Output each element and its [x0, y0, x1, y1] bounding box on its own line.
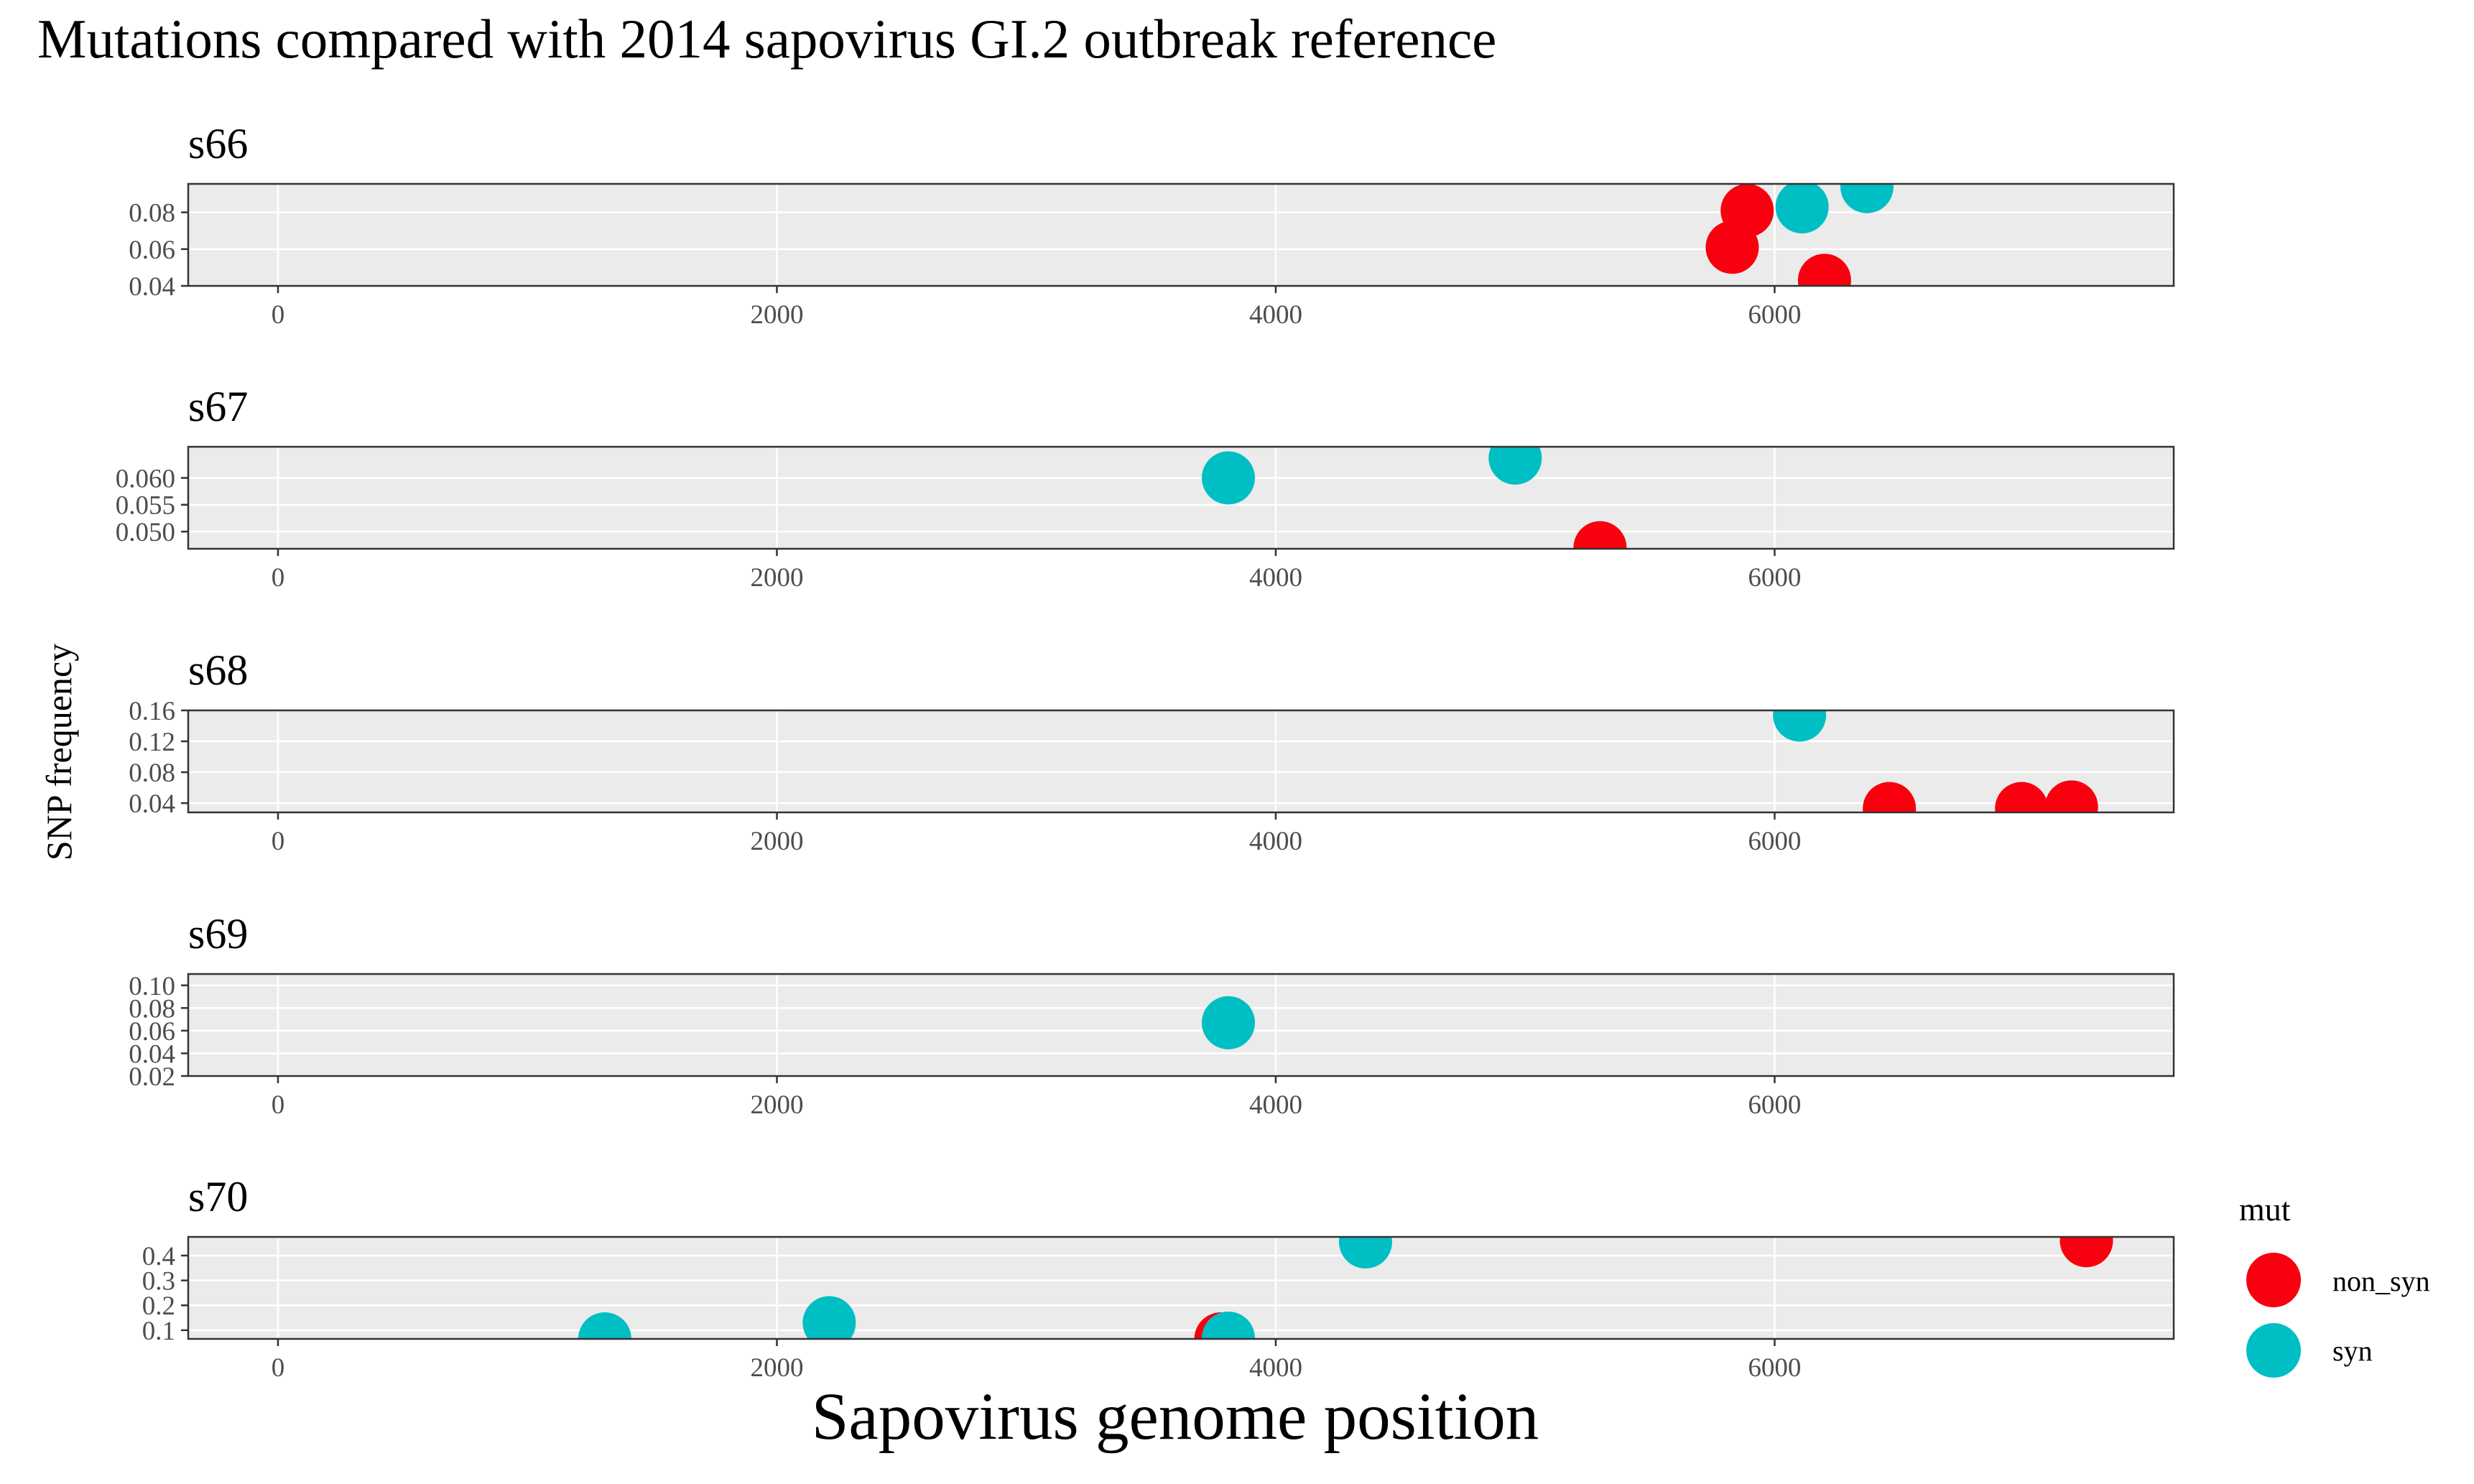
panel-s68: s68 0 2000 4000 6000 0.040.080.120.16 — [129, 646, 2175, 856]
point-non-syn — [1573, 521, 1627, 549]
y-tick-label: 0.12 — [129, 728, 175, 757]
legend: mut non_syn syn — [2239, 1191, 2430, 1378]
point-non-syn — [1720, 184, 1774, 238]
legend-swatch-syn — [2246, 1323, 2301, 1378]
y-tick-label: 0.050 — [116, 518, 175, 547]
legend-label-syn: syn — [2332, 1335, 2373, 1367]
y-tick-label: 0.16 — [129, 697, 175, 726]
panel-border — [187, 1235, 2175, 1340]
y-tick-label: 0.04 — [129, 1039, 175, 1069]
panel-background — [188, 1237, 2174, 1339]
y-tick-label: 0.1 — [142, 1317, 175, 1346]
panel-border — [187, 182, 2175, 287]
y-tick-label: 0.06 — [129, 236, 175, 265]
point-syn — [1201, 996, 1255, 1049]
y-tick-label: 0.2 — [142, 1291, 175, 1321]
point-syn — [578, 1312, 631, 1339]
legend-title: mut — [2239, 1191, 2291, 1228]
x-tick-label: 2000 — [750, 1353, 803, 1383]
y-axis-label: SNP frequency — [39, 644, 79, 861]
point-syn — [1773, 710, 1827, 742]
x-tick-label: 6000 — [1748, 563, 1801, 593]
point-syn — [1840, 184, 1894, 213]
point-non-syn — [2060, 1237, 2113, 1268]
panel-background — [188, 447, 2174, 549]
legend-swatch-non-syn — [2246, 1253, 2301, 1307]
panel-border — [187, 445, 2175, 550]
panel-gridlines — [188, 974, 2174, 1076]
x-tick-label: 2000 — [750, 563, 803, 593]
x-tick-label: 0 — [272, 563, 285, 593]
panel-s69: s69 0 2000 4000 6000 0.020.040.060.080.10 — [129, 910, 2175, 1120]
x-axis-label: Sapovirus genome position — [812, 1380, 1539, 1454]
point-syn — [1775, 184, 1829, 233]
point-non-syn — [2044, 780, 2098, 812]
point-non-syn — [1863, 782, 1917, 812]
x-tick-label: 4000 — [1249, 827, 1302, 856]
y-tick-label: 0.10 — [129, 972, 175, 1001]
panel-gridlines — [188, 447, 2174, 549]
x-tick-label: 2000 — [750, 300, 803, 330]
x-tick-label: 0 — [272, 827, 285, 856]
y-tick-label: 0.08 — [129, 759, 175, 788]
point-syn — [1201, 1311, 1255, 1339]
y-tick-label: 0.08 — [129, 199, 175, 228]
panel-strip-label: s68 — [188, 646, 248, 694]
x-tick-label: 0 — [272, 300, 285, 330]
legend-label-non-syn: non_syn — [2332, 1265, 2430, 1297]
point-syn — [1201, 451, 1255, 505]
x-tick-label: 4000 — [1249, 300, 1302, 330]
panel-gridlines — [188, 710, 2174, 812]
y-tick-label: 0.055 — [116, 491, 175, 521]
y-tick-label: 0.4 — [142, 1242, 175, 1271]
y-tick-label: 0.02 — [129, 1062, 175, 1092]
x-tick-label: 6000 — [1748, 1090, 1801, 1120]
chart-title: Mutations compared with 2014 sapovirus G… — [37, 8, 1496, 70]
panel-border — [187, 973, 2175, 1077]
panel-points — [1201, 447, 1627, 549]
x-tick-label: 4000 — [1249, 1353, 1302, 1383]
y-tick-label: 0.04 — [129, 272, 175, 302]
y-tick-label: 0.060 — [116, 464, 175, 493]
x-tick-label: 0 — [272, 1353, 285, 1383]
x-tick-label: 4000 — [1249, 1090, 1302, 1120]
panel-strip-label: s66 — [188, 120, 248, 167]
panel-gridlines — [188, 1237, 2174, 1339]
x-tick-label: 4000 — [1249, 563, 1302, 593]
point-syn — [802, 1296, 856, 1339]
panel-points — [1705, 184, 1894, 286]
x-tick-label: 2000 — [750, 1090, 803, 1120]
panel-s66: s66 0 2000 4000 6000 0.04 0.06 0.08 — [129, 120, 2175, 330]
point-syn — [1488, 447, 1542, 485]
point-non-syn — [1995, 782, 2049, 812]
y-tick-label: 0.06 — [129, 1017, 175, 1047]
panel-points — [1201, 996, 1255, 1049]
panel-background — [188, 974, 2174, 1076]
x-tick-label: 6000 — [1748, 1353, 1801, 1383]
y-tick-label: 0.3 — [142, 1267, 175, 1297]
panel-s70: s70 0 2000 4000 6000 0.10.20.30.4 — [142, 1173, 2175, 1383]
point-non-syn — [1797, 254, 1851, 286]
x-tick-label: 6000 — [1748, 827, 1801, 856]
panel-strip-label: s69 — [188, 910, 248, 957]
panel-border — [187, 709, 2175, 814]
x-tick-label: 2000 — [750, 827, 803, 856]
y-tick-label: 0.08 — [129, 994, 175, 1024]
panel-background — [188, 710, 2174, 812]
x-tick-label: 6000 — [1748, 300, 1801, 330]
y-tick-label: 0.04 — [129, 789, 175, 819]
panel-strip-label: s67 — [188, 383, 248, 430]
panel-gridlines — [188, 184, 2174, 286]
point-syn — [1338, 1237, 1392, 1269]
panel-points — [1773, 710, 2098, 812]
x-tick-label: 0 — [272, 1090, 285, 1120]
panel-strip-label: s70 — [188, 1173, 248, 1220]
panel-points — [578, 1237, 2113, 1339]
